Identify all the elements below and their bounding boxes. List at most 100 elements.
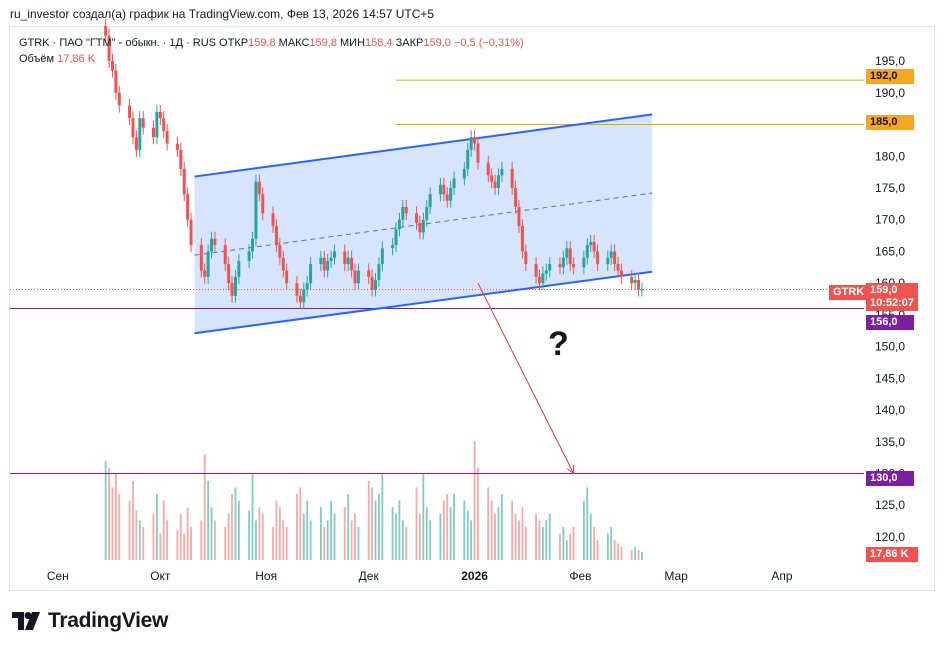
volume-bar [589,513,592,560]
candle-body [114,70,118,93]
bar-countdown: 10:52:07 [870,297,915,309]
volume-bar [582,500,585,560]
legend-symbol[interactable]: GTRK · ПАО "ГТМ" - обыкн. · 1Д · RUS [19,37,216,49]
candle-body [326,260,330,271]
volume-bar [613,540,616,560]
tradingview-brand: TradingView [48,609,169,632]
candle-body [295,283,299,296]
candle-body [189,219,193,246]
chart-frame [9,26,935,591]
candle-body [182,168,186,195]
tradingview-logo[interactable]: TradingView [12,609,168,633]
volume-bar [248,510,251,560]
volume-bar [278,507,281,560]
candle-body [302,289,306,303]
volume-bar [309,520,312,560]
volume-bar [319,507,322,560]
candle-body [585,245,589,258]
volume-tag: 17,86 K [866,547,918,562]
candle-body [548,264,552,271]
candle-body [589,241,593,246]
candle-body [281,257,285,271]
volume-bar [494,513,496,560]
candle-body [633,279,637,284]
candle-body [637,279,641,290]
y-tick-label: 150,0 [875,340,905,354]
legend-open-label: ОТКР [219,37,249,49]
legend-high-label: МАКС [278,37,310,49]
level-185-tag: 185,0 [866,115,914,130]
volume-bar [285,527,288,560]
candle-body [162,118,166,131]
y-tick-label: 180,0 [875,149,905,163]
y-tick-label: 145,0 [875,371,905,385]
volume-bar [535,513,537,560]
candle-body [394,229,398,246]
volume-bar [473,441,476,560]
candle-body [309,264,313,284]
candle-body [134,137,138,150]
volume-bar [497,507,500,560]
volume-bar [630,550,633,560]
volume-bar [118,494,121,560]
level-130-tag: 130,0 [866,471,914,486]
legend-open: 159,8 [248,37,276,49]
volume-bar [415,487,418,560]
candle-body [425,207,429,220]
candle-body [520,226,524,252]
candle-body [237,260,241,277]
volume-bar [514,513,517,560]
candle-body [128,105,132,119]
candle-body [568,248,572,265]
volume-bar [487,487,490,560]
volume-bar [203,454,206,560]
volume-bar [401,520,404,560]
volume-bar [634,546,637,560]
chart-attribution: ru_investor создал(а) график на TradingV… [10,7,435,21]
candle-body [285,270,289,284]
candle-body [261,194,265,214]
volume-bar [128,500,131,560]
volume-bar [272,527,274,560]
volume-bar [620,546,623,560]
candle-body [415,213,419,223]
candle-body [254,181,258,239]
volume-bar [541,527,544,560]
volume-bar [179,513,182,560]
x-tick-label: Ноя [255,569,277,583]
candle-body [462,168,466,179]
candle-body [493,181,497,188]
volume-bar [350,520,353,560]
volume-bar [159,533,162,560]
candle-body [233,276,237,296]
candle-body [155,111,159,138]
candle-body [227,264,231,284]
y-tick-label: 135,0 [875,435,905,449]
volume-bar [374,500,377,560]
volume-bar [357,527,360,560]
candle-body [305,283,309,290]
volume-bar [569,533,572,560]
candle-body [391,245,395,249]
candle-body [158,111,162,119]
y-tick-label: 125,0 [875,498,905,512]
volume-bar [176,530,179,560]
candle-body [343,251,347,265]
candle-body [274,226,278,246]
volume-bar [251,474,254,560]
volume-bar [302,513,305,560]
y-tick-label: 195,0 [875,54,905,68]
candle-body [469,137,473,150]
volume-bar [282,520,285,560]
volume-bar [347,494,350,560]
volume-bar [518,520,520,560]
tradingview-logo-icon [12,612,40,630]
candle-body [514,187,518,208]
volume-bar [405,527,408,560]
candle-body [613,251,617,265]
candle-body [367,270,371,277]
channel-upper-line [194,113,653,178]
volume-bar [255,520,257,560]
candle-body [278,245,282,258]
